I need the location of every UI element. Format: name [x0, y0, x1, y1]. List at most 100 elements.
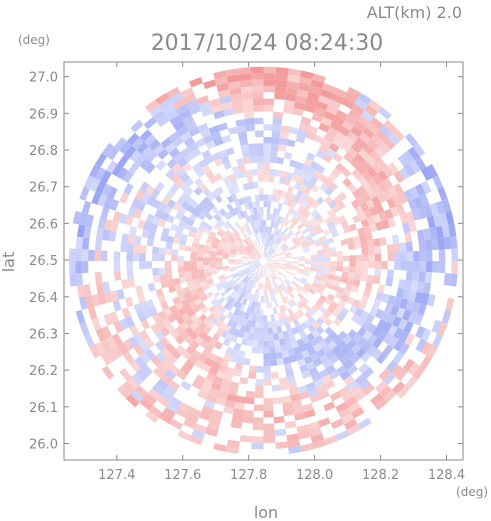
radar-gate-cell	[221, 134, 232, 144]
radar-gate-cell	[237, 280, 244, 286]
radar-gate-cell	[118, 213, 128, 225]
radar-gate-cell	[426, 344, 438, 359]
radar-gate-cell	[166, 214, 175, 224]
radar-gate-cell	[234, 401, 245, 410]
radar-gate-cell	[264, 252, 267, 259]
radar-gate-cell	[272, 273, 277, 280]
radar-gate-cell	[269, 233, 273, 241]
radar-gate-cell	[319, 280, 327, 287]
radar-gate-cell	[204, 357, 215, 367]
radar-gate-cell	[94, 341, 107, 356]
radar-gate-cell	[296, 301, 304, 310]
radar-gate-cell	[276, 238, 283, 245]
radar-gate-cell	[255, 262, 262, 267]
radar-gate-cell	[292, 218, 300, 226]
radar-gate-cell	[311, 329, 320, 339]
radar-gate-cell	[267, 226, 271, 234]
radar-gate-cell	[262, 270, 264, 277]
radar-gate-cell	[157, 294, 167, 304]
radar-gate-cell	[195, 204, 204, 213]
radar-gate-cell	[303, 248, 311, 254]
radar-gate-cell	[248, 257, 255, 260]
radar-gate-cell	[372, 337, 383, 349]
radar-gate-cell	[186, 204, 196, 214]
radar-gate-cell	[354, 205, 364, 215]
radar-gate-cell	[229, 290, 237, 298]
radar-gate-cell	[250, 250, 257, 256]
radar-gate-cell	[213, 301, 221, 309]
radar-gate-cell	[346, 380, 359, 392]
radar-gate-cell	[293, 346, 302, 355]
radar-gate-cell	[352, 298, 361, 308]
radar-gate-cell	[301, 228, 309, 235]
radar-gate-cell	[362, 143, 374, 156]
radar-gate-cell	[269, 248, 274, 255]
radar-gate-cell	[203, 227, 212, 235]
radar-gate-cell	[265, 254, 271, 260]
radar-gate-cell	[207, 312, 216, 322]
radar-gate-cell	[208, 338, 218, 347]
radar-gate-cell	[272, 208, 278, 216]
radar-gate-cell	[143, 393, 157, 406]
radar-gate-cell	[230, 299, 238, 307]
radar-gate-cell	[267, 321, 273, 328]
radar-gate-cell	[196, 265, 204, 270]
radar-gate-cell	[323, 177, 333, 187]
radar-gate-cell	[161, 316, 171, 327]
radar-gate-cell	[222, 265, 230, 270]
radar-gate-cell	[317, 253, 324, 258]
radar-gate-cell	[350, 125, 363, 138]
radar-gate-cell	[296, 338, 305, 347]
radar-gate-cell	[231, 99, 244, 108]
radar-gate-cell	[310, 267, 318, 272]
radar-gate-cell	[206, 321, 216, 330]
radar-gate-cell	[239, 324, 247, 332]
radar-gate-cell	[261, 232, 264, 240]
radar-gate-cell	[286, 139, 296, 148]
radar-gate-cell	[396, 385, 410, 399]
radar-gate-cell	[311, 261, 318, 265]
radar-gate-cell	[256, 289, 260, 296]
radar-gate-cell	[177, 429, 192, 441]
radar-gate-cell	[420, 341, 433, 356]
radar-gate-cell	[247, 333, 254, 341]
radar-gate-cell	[166, 401, 179, 414]
radar-gate-cell	[357, 185, 367, 196]
radar-gate-cell	[207, 201, 216, 210]
radar-gate-cell	[252, 274, 257, 282]
radar-gate-cell	[156, 395, 170, 408]
radar-gate-cell	[393, 296, 403, 308]
radar-gate-cell	[312, 439, 327, 450]
radar-gate-cell	[183, 261, 191, 267]
radar-gate-cell	[304, 172, 313, 182]
radar-gate-cell	[242, 196, 248, 204]
radar-gate-cell	[298, 184, 307, 193]
radar-gate-cell	[169, 114, 183, 126]
radar-gate-cell	[341, 391, 354, 403]
radar-gate-cell	[337, 286, 345, 295]
radar-gate-cell	[168, 131, 181, 143]
radar-gate-cell	[368, 253, 376, 262]
radar-gate-cell	[225, 229, 233, 237]
radar-gate-cell	[157, 362, 169, 374]
radar-gate-cell	[216, 285, 224, 292]
radar-gate-cell	[366, 122, 380, 135]
radar-gate-cell	[230, 247, 238, 253]
radar-gate-cell	[256, 263, 262, 268]
radar-gate-cell	[83, 175, 95, 190]
radar-gate-cell	[223, 352, 232, 361]
radar-gate-cell	[196, 252, 204, 258]
radar-gate-cell	[400, 261, 407, 271]
radar-gate-cell	[362, 254, 369, 262]
radar-gate-cell	[169, 418, 184, 430]
radar-gate-cell	[238, 288, 245, 296]
radar-gate-cell	[329, 246, 337, 253]
radar-gate-cell	[276, 229, 281, 237]
radar-gate-cell	[168, 285, 177, 293]
radar-gate-cell	[329, 269, 337, 276]
radar-gate-cell	[311, 321, 321, 330]
radar-gate-cell	[253, 240, 258, 248]
radar-gate-cell	[338, 385, 351, 397]
radar-gate-cell	[236, 356, 245, 365]
radar-gate-cell	[266, 262, 272, 266]
